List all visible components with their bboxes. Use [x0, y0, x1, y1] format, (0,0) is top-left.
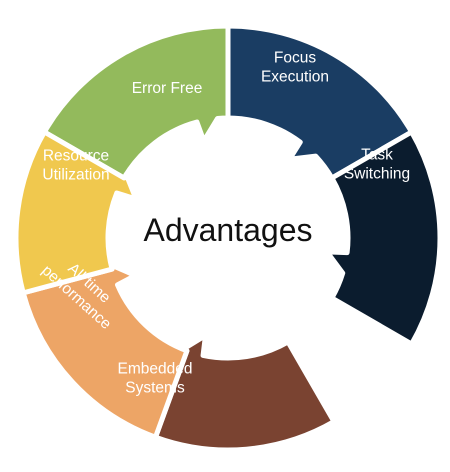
label-resource-utilization: Resource Utilization	[42, 148, 109, 184]
label-line: Resource	[43, 148, 109, 165]
label-line: Focus	[274, 50, 316, 67]
segments-layer	[13, 23, 443, 453]
label-line: Switching	[344, 166, 410, 183]
label-focus-execution: Focus Execution	[261, 50, 329, 86]
center-title: Advantages	[143, 212, 312, 248]
label-line: Task	[361, 147, 393, 164]
label-line: Systems	[125, 380, 185, 397]
segment-resource-utilization	[13, 129, 139, 296]
label-embedded-systems: Embedded Systems	[118, 361, 193, 397]
label-line: Error Free	[132, 80, 203, 97]
label-line: Execution	[261, 69, 329, 86]
label-error-free: Error Free	[132, 80, 203, 97]
label-task-switching: Task Switching	[344, 147, 410, 183]
label-line: Utilization	[42, 167, 109, 184]
segment-task-switching	[324, 129, 443, 347]
label-line: Embedded	[118, 361, 193, 378]
